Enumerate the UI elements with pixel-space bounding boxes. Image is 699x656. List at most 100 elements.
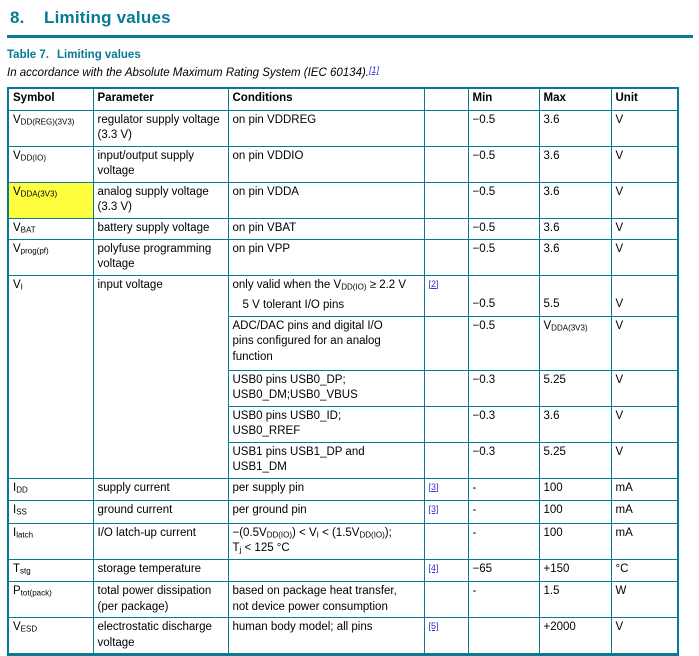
unit-cell: V [610,369,679,407]
symbol-cell: Ilatch [7,522,94,560]
ref-cell [423,109,469,147]
conditions-cell: on pin VBAT [227,217,425,240]
min-cell: - [467,500,540,524]
col-header-ref [423,87,469,111]
footnote-ref-link-3b[interactable]: [3] [428,504,439,515]
table-row: Tstg storage temperature [4] −65 +150 °C [7,558,679,583]
col-header-max: Max [538,87,612,111]
conditions-cell: on pin VPP [227,238,425,276]
table-caption: Table 7. Limiting values [7,49,699,61]
unit-cell: V [610,315,679,371]
min-cell: −0.5 [467,217,540,240]
section-title: Limiting values [44,8,171,27]
unit-cell: V [610,145,679,183]
max-cell: 3.6 [538,238,612,276]
table-subtitle: In accordance with the Absolute Maximum … [7,65,699,79]
min-cell: −0.5 [467,181,540,219]
table-row: Ptot(pack) total power dissipation (per p… [7,581,679,619]
min-cell: −0.5 [467,238,540,276]
ref-cell: [5] [423,617,469,656]
unit-cell: W [610,581,679,619]
parameter-cell: I/O latch-up current [92,522,229,560]
conditions-cell: per ground pin [227,500,425,524]
ref-cell [423,405,469,443]
parameter-cell: supply current [92,477,229,502]
unit-cell: mA [610,477,679,502]
footnote-ref-link-4[interactable]: [4] [428,562,439,573]
min-cell: −0.3 [467,441,540,479]
symbol-cell: VDD(IO) [7,145,94,183]
table-row: Ilatch I/O latch-up current −(0.5VDD(IO)… [7,522,679,560]
conditions-cell: ADC/DAC pins and digital I/O pins configu… [227,315,425,371]
table-row: VDD(REG)(3V3) regulator supply voltage (3… [7,109,679,147]
max-cell: +2000 [538,617,612,656]
max-cell: 5.5 [538,274,612,317]
max-cell: 5.25 [538,369,612,407]
conditions-cell: USB0 pins USB0_DP; USB0_DM;USB0_VBUS [227,369,425,407]
min-cell [467,617,540,656]
table-row: ISS ground current per ground pin [3] - … [7,500,679,524]
conditions-cell: USB1 pins USB1_DP and USB1_DM [227,441,425,479]
symbol-cell: VESD [7,617,94,656]
table-caption-title: Limiting values [57,49,141,61]
parameter-cell: total power dissipation (per package) [92,581,229,619]
footnote-ref-link-1[interactable]: [1] [369,65,380,75]
ref-cell: [3] [423,500,469,524]
unit-cell: V [610,405,679,443]
parameter-cell: input/output supply voltage [92,145,229,183]
parameter-cell: electrostatic discharge voltage [92,617,229,656]
ref-cell: [2] [423,274,469,317]
parameter-cell: ground current [92,500,229,524]
min-cell: - [467,477,540,502]
max-cell: 100 [538,500,612,524]
conditions-cell: −(0.5VDD(IO)) < VI < (1.5VDD(IO)); Tj < 1… [227,522,425,560]
section-heading: 8. Limiting values [10,8,699,28]
table-row: VBAT battery supply voltage on pin VBAT … [7,217,679,240]
min-cell: −65 [467,558,540,583]
unit-cell: V [610,274,679,317]
conditions-cell: per supply pin [227,477,425,502]
max-cell: 3.6 [538,109,612,147]
max-cell: 3.6 [538,145,612,183]
parameter-cell: analog supply voltage (3.3 V) [92,181,229,219]
ref-cell [423,369,469,407]
symbol-cell: Vprog(pf) [7,238,94,276]
conditions-cell: on pin VDDA [227,181,425,219]
conditions-cell: based on package heat transfer, not devic… [227,581,425,619]
conditions-cell: only valid when the VDD(IO) ≥ 2.2 V 5 V … [227,274,425,317]
ref-cell [423,315,469,371]
min-cell: - [467,522,540,560]
condition-intro: only valid when the VDD(IO) ≥ 2.2 V [232,278,407,292]
min-cell: −0.5 [467,145,540,183]
max-cell: 3.6 [538,217,612,240]
max-cell: 3.6 [538,405,612,443]
table-subrow: USB1 pins USB1_DP and USB1_DM −0.3 5.25 V [8,441,679,479]
limiting-values-table: Symbol Parameter Conditions Min Max Unit… [7,87,679,656]
symbol-cell: VI [7,274,94,479]
unit-cell: V [610,617,679,656]
heading-rule [7,35,693,38]
max-cell: +150 [538,558,612,583]
min-cell: −0.5 [467,109,540,147]
footnote-ref-link-3[interactable]: [3] [428,481,439,492]
condition-subitem: 5 V tolerant I/O pins [242,299,345,312]
parameter-cell: battery supply voltage [92,217,229,240]
unit-cell: V [610,217,679,240]
min-cell: −0.5 [467,274,540,317]
footnote-ref-link-2[interactable]: [2] [428,278,439,289]
footnote-ref-link-5[interactable]: [5] [428,621,439,632]
unit-cell: V [610,441,679,479]
col-header-min: Min [467,87,540,111]
max-cell: 5.25 [538,441,612,479]
table-header-row: Symbol Parameter Conditions Min Max Unit [7,87,679,111]
symbol-cell: VDDA(3V3) [7,181,94,219]
table-row: IDD supply current per supply pin [3] - … [7,477,679,502]
symbol-cell: VDD(REG)(3V3) [7,109,94,147]
parameter-cell: input voltage [92,274,229,479]
table-row: VDD(IO) input/output supply voltage on pi… [7,145,679,183]
unit-cell: V [610,109,679,147]
unit-cell: mA [610,500,679,524]
symbol-cell: VBAT [7,217,94,240]
col-header-conditions: Conditions [227,87,425,111]
